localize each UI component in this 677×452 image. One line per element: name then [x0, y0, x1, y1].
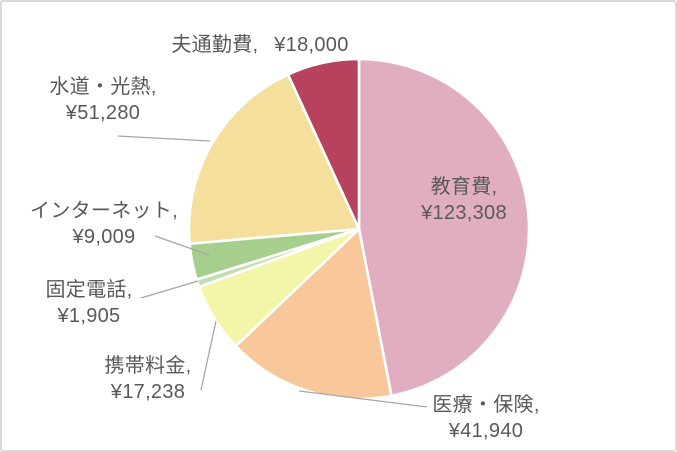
- data-label-landline-amount: ¥1,905: [57, 305, 121, 327]
- pie-slice-0[interactable]: [357, 57, 531, 398]
- leader-line-internet: [154, 235, 210, 256]
- pie-slice-5[interactable]: [187, 73, 361, 245]
- leader-line-medical: [298, 390, 428, 408]
- data-label-medical-amount: ¥41,940: [448, 420, 524, 442]
- data-label-medical-insurance: 医療・保険, ¥41,940: [432, 392, 539, 444]
- data-label-water-utilities: 水道・光熱, ¥51,280: [49, 74, 156, 126]
- data-label-education-amount: ¥123,308: [421, 202, 507, 224]
- data-label-medical-name: 医療・保険,: [432, 394, 540, 416]
- data-label-education: 教育費, ¥123,308: [421, 174, 507, 226]
- data-label-landline-name: 固定電話,: [45, 279, 133, 301]
- data-label-commute-amount: ¥18,000: [274, 34, 349, 56]
- data-label-utilities-name: 水道・光熱,: [49, 76, 157, 98]
- leader-line-mobile: [200, 320, 217, 391]
- data-label-internet-amount: ¥9,009: [72, 226, 136, 248]
- data-label-internet-name: インターネット,: [30, 200, 178, 222]
- data-label-education-name: 教育費,: [430, 176, 498, 198]
- data-label-mobile-amount: ¥17,238: [110, 381, 186, 403]
- data-label-mobile-fees: 携帯料金, ¥17,238: [104, 353, 191, 405]
- data-label-internet: インターネット, ¥9,009: [30, 198, 178, 250]
- data-label-commute-name: 夫通勤費,: [171, 34, 259, 56]
- leader-line-landline: [140, 280, 199, 299]
- data-label-mobile-name: 携帯料金,: [104, 355, 192, 377]
- pie-slice-6[interactable]: [286, 57, 361, 231]
- data-label-husband-commute: 夫通勤費, ¥18,000: [171, 32, 348, 58]
- pie-slice-1[interactable]: [234, 227, 393, 401]
- data-label-utilities-amount: ¥51,280: [65, 102, 141, 124]
- data-label-landline-phone: 固定電話, ¥1,905: [45, 277, 132, 329]
- leader-line-utilities: [117, 135, 211, 142]
